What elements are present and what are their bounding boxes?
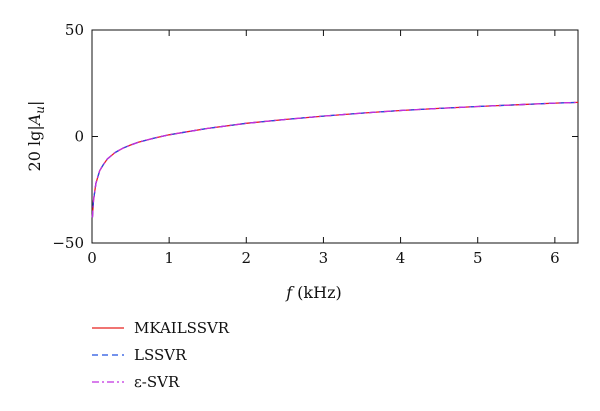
- x-ticks: 0 1 2 3 4 5 6: [87, 30, 560, 267]
- x-axis-label-unit: (kHz): [297, 283, 342, 302]
- y-tick-label: 50: [65, 21, 84, 39]
- x-tick-label: 0: [87, 249, 97, 267]
- series-layer: [91, 101, 579, 218]
- y-tick-label: 0: [74, 128, 84, 146]
- series-line-1: [91, 101, 579, 218]
- y-axis-label-prefix: 20 lg|: [25, 125, 44, 171]
- x-axis-label: f (kHz): [285, 283, 341, 302]
- y-axis-label: 20 lg|Au|: [25, 101, 47, 172]
- legend-label-0: MKAILSSVR: [134, 319, 230, 337]
- x-tick-label: 4: [396, 249, 406, 267]
- x-tick-label: 5: [473, 249, 483, 267]
- x-tick-label: 3: [319, 249, 329, 267]
- legend: MKAILSSVR LSSVR ε-SVR: [92, 319, 230, 391]
- series-line-2: [91, 101, 579, 218]
- x-axis-label-var: f: [285, 283, 295, 302]
- y-axis-label-var: A: [25, 114, 44, 128]
- plot-area: [91, 29, 579, 244]
- y-ticks: −50 0 50: [52, 21, 578, 252]
- y-tick-label: −50: [52, 234, 84, 252]
- legend-label-2: ε-SVR: [134, 373, 180, 391]
- x-tick-label: 1: [164, 249, 174, 267]
- y-axis-label-suffix: |: [25, 101, 44, 106]
- x-tick-label: 6: [550, 249, 560, 267]
- x-tick-label: 2: [242, 249, 252, 267]
- y-axis-label-sub: u: [33, 106, 47, 114]
- legend-label-1: LSSVR: [134, 346, 187, 364]
